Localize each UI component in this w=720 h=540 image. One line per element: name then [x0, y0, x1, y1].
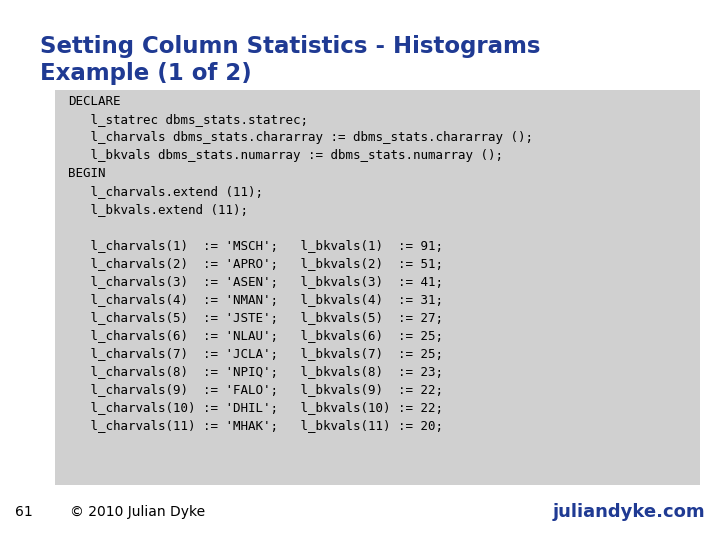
Text: juliandyke.com: juliandyke.com	[552, 503, 705, 521]
Text: Setting Column Statistics - Histograms: Setting Column Statistics - Histograms	[40, 35, 541, 58]
Text: DECLARE
   l_statrec dbms_stats.statrec;
   l_charvals dbms_stats.chararray := d: DECLARE l_statrec dbms_stats.statrec; l_…	[68, 95, 533, 432]
Text: Example (1 of 2): Example (1 of 2)	[40, 62, 252, 85]
Text: 61: 61	[15, 505, 32, 519]
FancyBboxPatch shape	[55, 90, 700, 485]
Text: © 2010 Julian Dyke: © 2010 Julian Dyke	[70, 505, 205, 519]
